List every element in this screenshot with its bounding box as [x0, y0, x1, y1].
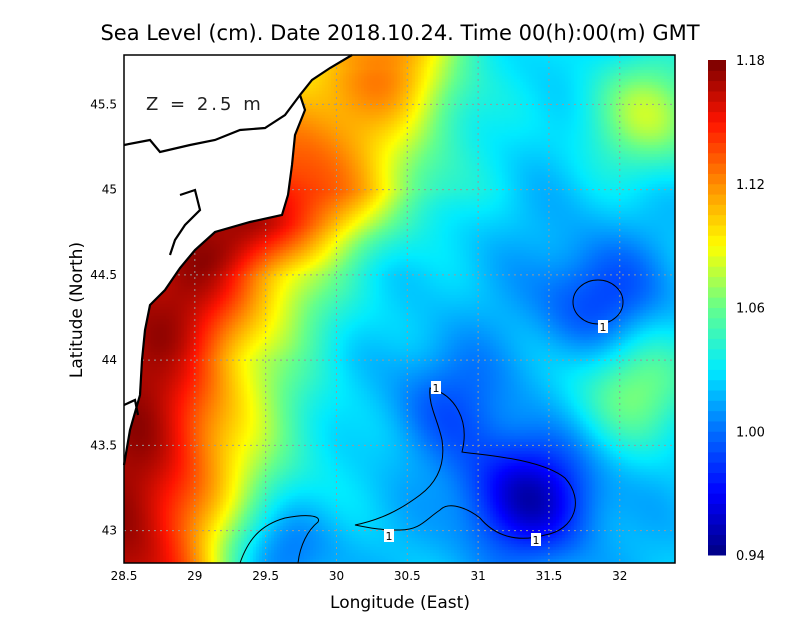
- depth-annotation: Z = 2.5 m: [146, 94, 264, 115]
- colorbar-swatch: [708, 328, 726, 339]
- contour-lines: [239, 279, 624, 564]
- y-tick-label: 43: [102, 524, 117, 538]
- colorbar-swatch: [708, 225, 726, 236]
- colorbar-swatch: [708, 276, 726, 288]
- colorbar-swatch: [708, 235, 726, 247]
- x-tick-label: 28.5: [111, 569, 138, 583]
- colorbar-swatch: [708, 493, 726, 504]
- colorbar-swatch: [708, 286, 726, 298]
- colorbar-swatch: [708, 513, 726, 525]
- x-tick-label: 30: [329, 569, 344, 583]
- colorbar-swatch: [708, 524, 726, 535]
- colorbar-swatch: [708, 338, 726, 350]
- colorbar-swatch: [708, 255, 726, 267]
- x-tick-label: 32: [612, 569, 627, 583]
- contour-labels: 1 1 1 1: [384, 320, 608, 547]
- colorbar-swatch: [708, 462, 726, 473]
- contour-label: 1: [433, 382, 440, 395]
- colorbar-swatch: [708, 132, 726, 143]
- colorbar-swatch: [708, 379, 726, 391]
- contour-1-east: [572, 279, 624, 325]
- x-tick-label: 30.5: [394, 569, 421, 583]
- x-tick-label: 31.5: [536, 569, 563, 583]
- colorbar-tick-label: 1.18: [736, 54, 765, 69]
- colorbar-tick-label: 1.12: [736, 178, 765, 193]
- colorbar: [708, 60, 726, 556]
- x-tick-label: 29.5: [252, 569, 279, 583]
- colorbar-swatch: [708, 544, 726, 556]
- colorbar-swatch: [708, 194, 726, 205]
- colorbar-tick-labels: 0.94 1.00 1.06 1.12 1.18: [736, 54, 765, 564]
- chart-title: Sea Level (cm). Date 2018.10.24. Time 00…: [100, 21, 699, 45]
- y-tick-label: 44.5: [90, 268, 117, 282]
- colorbar-swatch: [708, 348, 726, 360]
- colorbar-swatch: [708, 70, 726, 82]
- contour-label: 1: [600, 321, 607, 334]
- contour-label: 1: [386, 530, 393, 543]
- colorbar-swatch: [708, 121, 726, 133]
- y-tick-label: 45: [102, 183, 117, 197]
- colorbar-swatch: [708, 163, 726, 174]
- land-mask: [124, 55, 352, 465]
- colorbar-swatch: [708, 142, 726, 154]
- contour-1-southwest: [239, 515, 320, 564]
- colorbar-swatch: [708, 101, 726, 113]
- colorbar-swatch: [708, 60, 726, 71]
- colorbar-swatch: [708, 214, 726, 226]
- colorbar-swatch: [708, 431, 726, 443]
- colorbar-swatch: [708, 420, 726, 432]
- x-tick-label: 31: [470, 569, 485, 583]
- colorbar-tick-label: 0.94: [736, 549, 765, 564]
- colorbar-swatch: [708, 152, 726, 164]
- colorbar-swatch: [708, 307, 726, 319]
- colorbar-swatch: [708, 369, 726, 381]
- x-tick-label: 29: [187, 569, 202, 583]
- colorbar-swatch: [708, 472, 726, 484]
- y-tick-labels: 43 43.5 44 44.5 45 45.5: [90, 97, 117, 537]
- colorbar-swatch: [708, 400, 726, 412]
- contour-label-bg: [384, 529, 394, 542]
- colorbar-tick-label: 1.00: [736, 425, 765, 440]
- y-axis-label: Latitude (North): [67, 242, 87, 378]
- colorbar-swatch: [708, 359, 726, 370]
- coastline: [122, 54, 353, 466]
- colorbar-swatch: [708, 482, 726, 494]
- colorbar-swatch: [708, 111, 726, 123]
- plot-frame: [123, 54, 676, 564]
- colorbar-swatch: [708, 534, 726, 546]
- contour-label: 1: [533, 534, 540, 547]
- colorbar-swatch: [708, 90, 726, 102]
- colorbar-swatch: [708, 503, 726, 515]
- y-tick-label: 45.5: [90, 97, 117, 111]
- colorbar-swatch: [708, 266, 726, 278]
- colorbar-tick-label: 1.06: [736, 302, 765, 317]
- x-axis-label: Longitude (East): [330, 593, 470, 613]
- colorbar-swatch: [708, 451, 726, 463]
- contour-1-central: [354, 387, 576, 539]
- colorbar-swatch: [708, 204, 726, 216]
- x-tick-labels: 28.5 29 29.5 30 30.5 31 31.5 32: [111, 569, 628, 583]
- colorbar-swatch: [708, 183, 726, 195]
- colorbar-swatch: [708, 317, 726, 329]
- contour-label-bg: [531, 533, 541, 546]
- colorbar-swatch: [708, 390, 726, 401]
- contour-label-bg: [598, 320, 608, 333]
- colorbar-swatch: [708, 410, 726, 422]
- colorbar-swatch: [708, 245, 726, 257]
- y-tick-label: 43.5: [90, 438, 117, 452]
- colorbar-swatch: [708, 441, 726, 453]
- contour-label-bg: [431, 381, 441, 394]
- colorbar-swatch: [708, 173, 726, 185]
- colorbar-swatch: [708, 297, 726, 308]
- y-tick-label: 44: [102, 353, 117, 367]
- colorbar-swatch: [708, 80, 726, 92]
